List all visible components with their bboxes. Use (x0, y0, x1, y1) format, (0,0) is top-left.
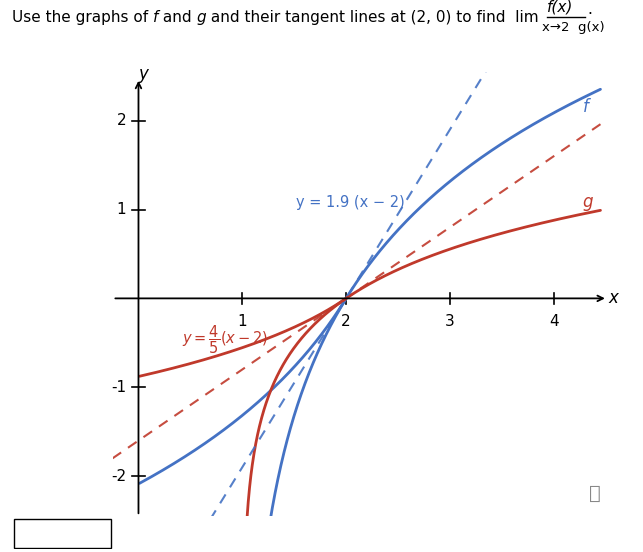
Text: 2: 2 (116, 113, 126, 128)
Text: f: f (153, 9, 158, 24)
Text: g: g (583, 193, 593, 211)
Text: -2: -2 (111, 469, 126, 484)
Text: 1: 1 (237, 315, 247, 330)
Text: and their tangent lines at (2, 0) to find  lim: and their tangent lines at (2, 0) to fin… (206, 9, 539, 24)
Text: f(x): f(x) (547, 0, 574, 14)
Text: .: . (587, 2, 592, 17)
Text: g: g (197, 9, 206, 24)
Text: y = 1.9 (x − 2): y = 1.9 (x − 2) (296, 195, 405, 210)
Text: and: and (158, 9, 197, 24)
Text: x: x (608, 289, 618, 307)
Text: 4: 4 (549, 315, 559, 330)
Text: x→2  g(x): x→2 g(x) (542, 20, 605, 34)
Text: Use the graphs of: Use the graphs of (12, 9, 153, 24)
Text: 3: 3 (445, 315, 455, 330)
Text: f: f (583, 98, 589, 116)
Text: ⓘ: ⓘ (590, 485, 601, 503)
Text: $y = \dfrac{4}{5}$$(x - 2)$: $y = \dfrac{4}{5}$$(x - 2)$ (182, 323, 268, 356)
Text: y: y (139, 66, 149, 83)
Text: 1: 1 (116, 202, 126, 217)
Text: 2: 2 (341, 315, 351, 330)
Text: -1: -1 (111, 380, 126, 395)
